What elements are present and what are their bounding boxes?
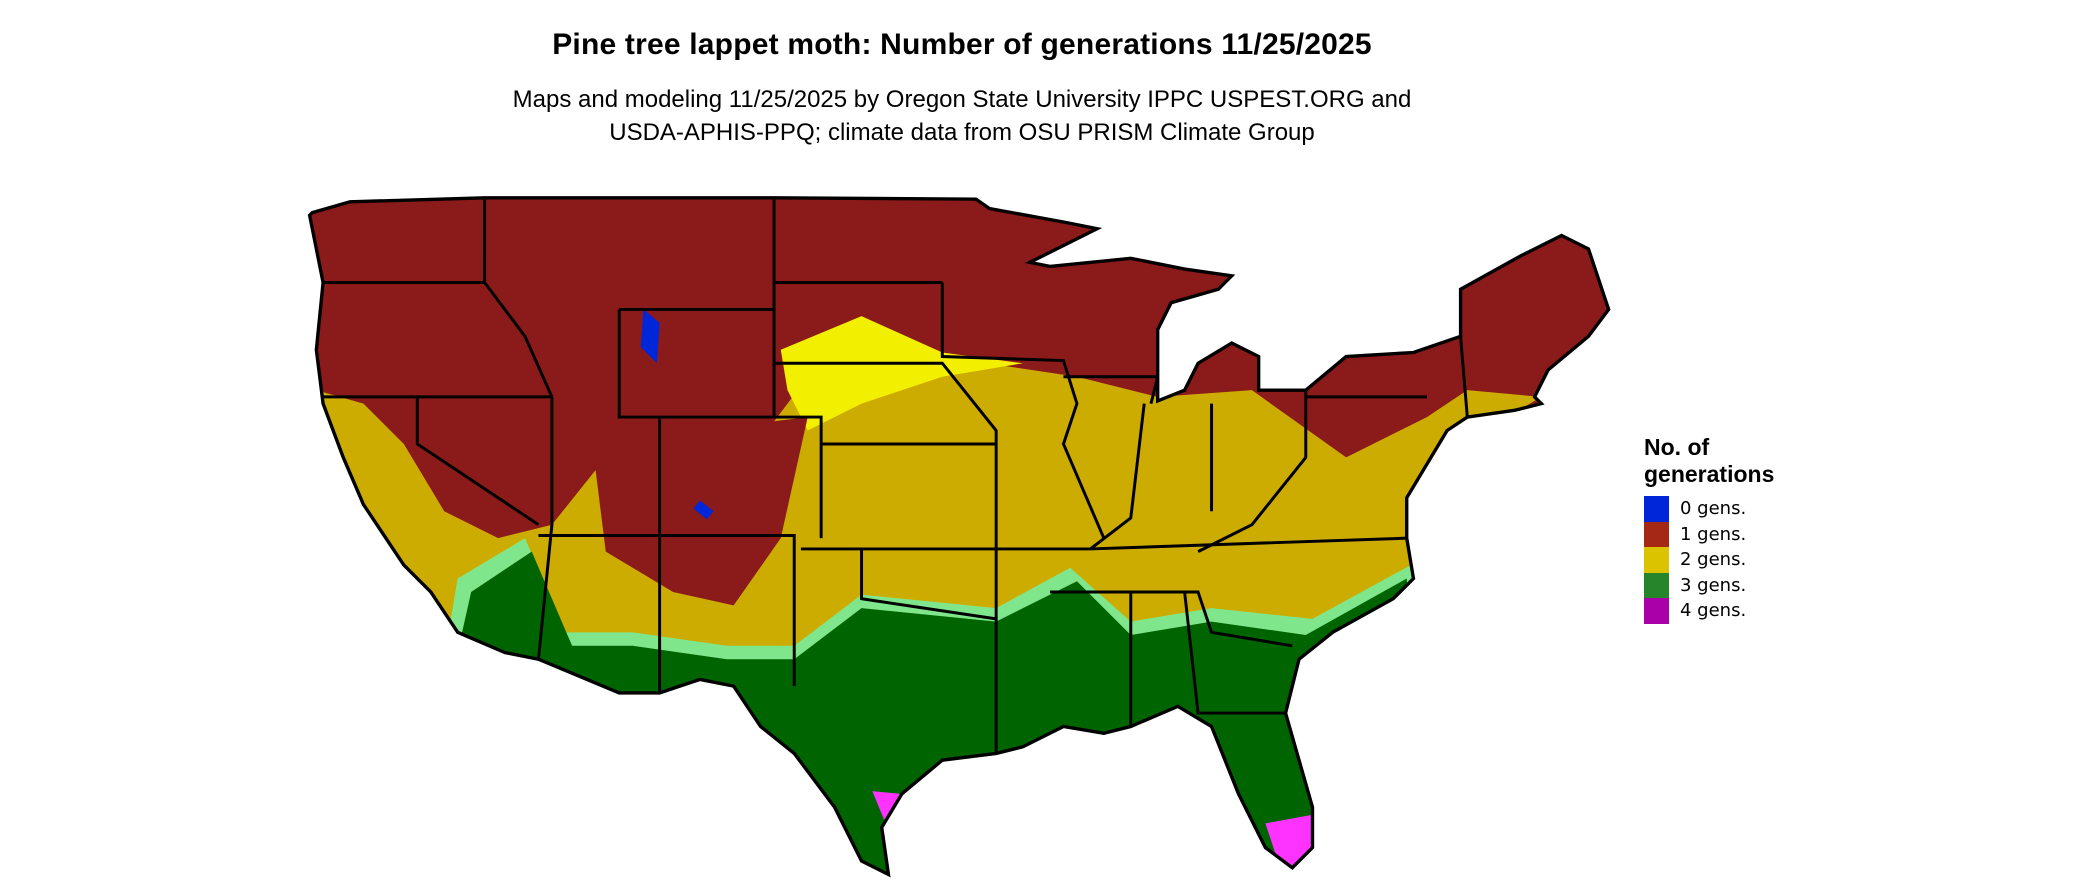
legend-label: 3 gens. [1680, 574, 1747, 596]
legend-swatch [1644, 521, 1669, 547]
state-borders [323, 197, 1469, 754]
legend-item-4-gens: 4 gens. [1644, 598, 1774, 624]
legend-item-2-gens: 2 gens. [1644, 547, 1774, 573]
legend-swatch [1644, 547, 1669, 573]
legend-label: 1 gens. [1680, 523, 1747, 545]
legend-swatch [1644, 496, 1669, 522]
region-4-gen-florida [1265, 813, 1317, 872]
legend-label: 2 gens. [1680, 549, 1747, 571]
legend-label: 0 gens. [1680, 498, 1747, 520]
map-subtitle-line-1: Maps and modeling 11/25/2025 by Oregon S… [512, 86, 1412, 113]
legend-swatch [1644, 572, 1669, 598]
region-0-gen [693, 500, 714, 520]
legend-title: No. of generations [1644, 434, 1774, 488]
region-1-gen-southwest [417, 403, 552, 518]
legend-title-line-1: No. of [1644, 434, 1710, 460]
legend-swatch [1644, 598, 1669, 624]
legend: No. of generations 0 gens. 1 gens. 2 gen… [1644, 434, 1774, 624]
legend-title-line-2: generations [1644, 461, 1775, 487]
legend-item-3-gens: 3 gens. [1644, 572, 1774, 598]
region-0-gen [640, 309, 660, 364]
map-subtitle-line-2: USDA-APHIS-PPQ; climate data from OSU PR… [609, 119, 1315, 146]
legend-item-0-gens: 0 gens. [1644, 496, 1774, 522]
legend-item-1-gens: 1 gens. [1644, 521, 1774, 547]
region-2-gen-bright [780, 316, 1024, 431]
map-title: Pine tree lappet moth: Number of generat… [552, 28, 1372, 61]
legend-label: 4 gens. [1680, 600, 1747, 622]
